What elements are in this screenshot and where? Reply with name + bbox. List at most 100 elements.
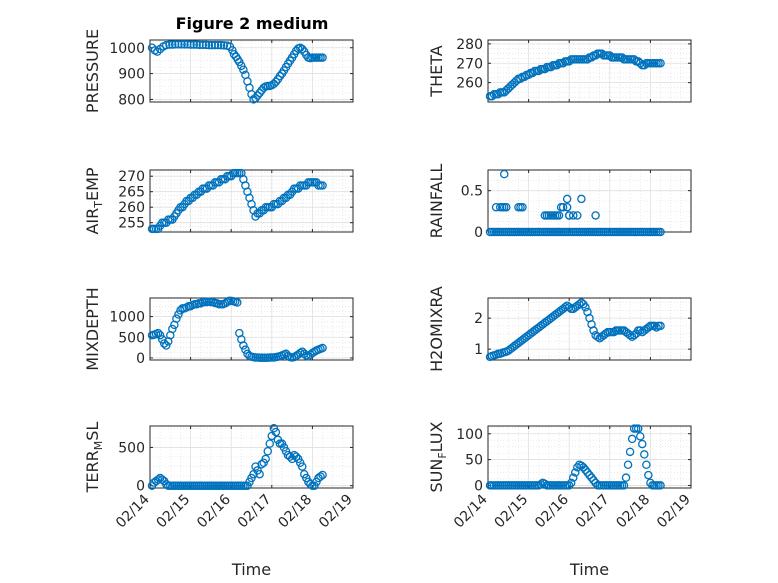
y-axis-label: THETA <box>427 45 446 97</box>
data-point <box>636 59 645 68</box>
data-point <box>255 469 264 479</box>
data-point <box>186 40 195 49</box>
y-tick-label: 270 <box>118 169 145 185</box>
x-axis-label: Time <box>231 560 271 579</box>
y-axis-label: AIRTEMP <box>83 167 105 234</box>
data-point <box>633 424 643 433</box>
axes-box <box>487 39 692 103</box>
data-point <box>569 473 578 482</box>
subplot-5: 0 500 1000 MIXDEPTH <box>83 287 354 371</box>
data-point <box>579 463 588 472</box>
data-point <box>275 71 285 81</box>
data-point <box>239 341 248 350</box>
data-point <box>228 46 237 55</box>
data-point <box>153 47 162 56</box>
data-point <box>585 470 594 480</box>
y-tick-label: 900 <box>118 67 145 83</box>
data-point <box>255 88 264 98</box>
y-tick-label: 0 <box>136 351 145 367</box>
y-axis-label: SUNFLUX <box>427 421 449 492</box>
data-point <box>644 323 653 332</box>
subplot-6: 1 2 H2OMIXRA <box>427 286 692 372</box>
data-point <box>159 339 169 348</box>
subplot-2: 260 270 280 THETA <box>427 37 692 103</box>
y-tick-label: 260 <box>118 200 145 216</box>
x-tick-label: 02/19 <box>316 492 356 532</box>
data-point <box>253 91 262 100</box>
data-point <box>241 345 250 354</box>
data-point <box>638 439 647 449</box>
y-axis-label: MIXDEPTH <box>83 287 102 370</box>
x-tick-label: 02/19 <box>654 492 694 532</box>
data-point <box>656 227 665 237</box>
data-point <box>587 53 596 62</box>
data-point <box>564 481 574 490</box>
data-point <box>573 211 582 220</box>
data-point <box>216 40 226 50</box>
data-point <box>558 202 568 212</box>
data-point <box>652 323 661 332</box>
x-tick-label: 02/15 <box>492 492 532 532</box>
y-tick-label: 280 <box>456 37 483 53</box>
data-point <box>581 465 590 475</box>
data-point <box>573 463 582 472</box>
y-tick-label: 500 <box>118 440 145 456</box>
data-point <box>189 40 199 49</box>
y-axis-label: PRESSURE <box>83 29 102 113</box>
data-point <box>623 460 633 469</box>
data-point <box>656 481 665 490</box>
data-point <box>257 460 266 469</box>
data-point <box>601 329 610 338</box>
data-point <box>174 40 183 49</box>
data-point <box>536 480 546 489</box>
data-point <box>177 40 186 49</box>
data-point <box>219 41 229 50</box>
data-point <box>644 470 653 480</box>
data-point <box>540 479 550 489</box>
y-tick-label: 1000 <box>109 41 145 57</box>
data-point <box>183 40 192 49</box>
data-point <box>625 447 635 457</box>
data-point <box>560 303 570 312</box>
data-point <box>204 40 214 50</box>
data-point <box>263 447 272 456</box>
data-point <box>172 314 181 323</box>
data-point <box>153 475 163 484</box>
data-point <box>207 40 216 50</box>
x-tick-label: 02/18 <box>275 492 315 532</box>
data-point <box>593 332 602 341</box>
data-point <box>502 202 511 212</box>
data-point <box>198 40 208 50</box>
y-tick-label: 270 <box>456 56 483 72</box>
data-point <box>239 65 248 74</box>
figure-title: Figure 2 medium <box>176 14 329 33</box>
data-point <box>180 40 189 49</box>
data-point <box>564 303 574 312</box>
x-tick-label: 02/14 <box>451 491 491 531</box>
data-point <box>291 452 301 461</box>
data-point <box>656 59 665 68</box>
data-point <box>316 472 325 481</box>
data-point <box>170 40 180 49</box>
data-point <box>524 70 533 80</box>
data-point <box>564 211 574 220</box>
data-point <box>512 76 521 85</box>
data-point <box>271 77 281 87</box>
data-point <box>562 194 572 204</box>
data-point <box>213 40 223 50</box>
data-point <box>318 53 327 62</box>
data-point <box>285 452 295 461</box>
data-point <box>520 72 529 82</box>
data-point <box>566 478 576 488</box>
x-tick-label: 02/16 <box>194 491 234 531</box>
x-tick-label: 02/16 <box>532 491 572 531</box>
data-point <box>499 169 509 179</box>
x-tick-label: 02/17 <box>573 492 613 532</box>
data-point <box>195 40 204 50</box>
data-point <box>640 450 649 459</box>
x-tick-label: 02/14 <box>113 491 153 531</box>
data-point <box>554 211 564 220</box>
data-point <box>650 321 659 331</box>
data-point <box>297 44 307 54</box>
